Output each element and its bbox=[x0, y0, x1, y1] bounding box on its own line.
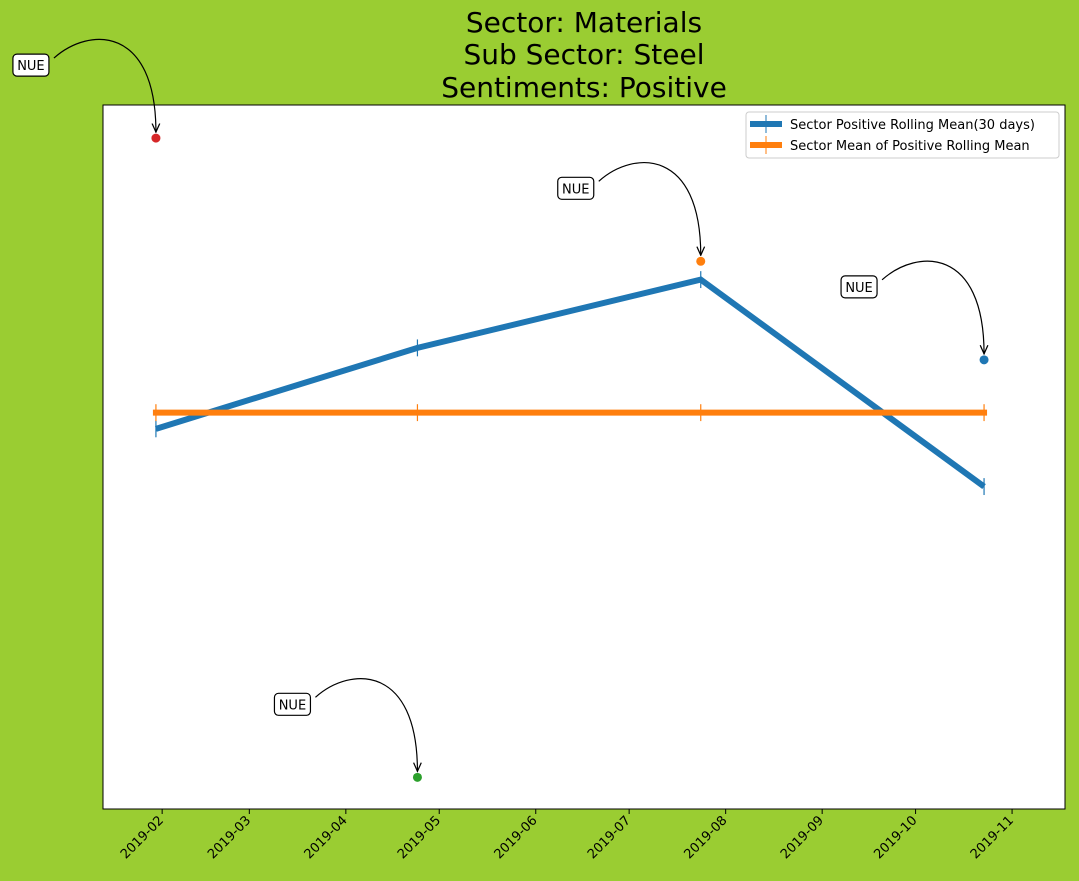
plot-area bbox=[102, 104, 1066, 810]
x-axis: 2019-02 2019-03 2019-04 2019-05 2019-06 2019-… bbox=[118, 809, 1017, 862]
annotation-box bbox=[840, 275, 878, 299]
annotated-point bbox=[696, 256, 706, 266]
chart-title: Sector: Materials Sub Sector: Steel Sent… bbox=[441, 6, 727, 104]
annotated-point bbox=[979, 355, 989, 365]
annotation-label: NUE bbox=[562, 182, 589, 197]
legend-label-series-0: Sector Positive Rolling Mean(30 days) bbox=[790, 118, 1035, 133]
legend: Sector Positive Rolling Mean(30 days) Se… bbox=[745, 111, 1060, 159]
annotation-label: NUE bbox=[17, 59, 44, 74]
legend-box bbox=[745, 111, 1060, 159]
annotated-point bbox=[151, 133, 161, 143]
annotation-box bbox=[12, 53, 50, 77]
annotation-arrow bbox=[598, 162, 701, 256]
x-tick-label: 2019-08 bbox=[681, 813, 730, 862]
annotation-arrow bbox=[53, 38, 156, 132]
x-tick-label: 2019-10 bbox=[871, 813, 920, 862]
x-tick-label: 2019-11 bbox=[968, 813, 1017, 862]
title-line-3: Sentiments: Positive bbox=[441, 71, 727, 104]
legend-label-series-1: Sector Mean of Positive Rolling Mean bbox=[790, 139, 1030, 154]
annotation-box bbox=[273, 692, 312, 716]
annotation-layer: NUE NUE NUE NUE bbox=[12, 38, 989, 782]
annotation-arrow bbox=[315, 678, 417, 772]
series-layer bbox=[152, 271, 988, 496]
title-line-1: Sector: Materials bbox=[466, 6, 702, 39]
x-tick-label: 2019-06 bbox=[492, 813, 541, 862]
annotated-point bbox=[412, 772, 422, 782]
annotation-box bbox=[557, 176, 595, 200]
annotation-label: NUE bbox=[845, 281, 872, 296]
series-line-0 bbox=[155, 276, 986, 489]
title-line-2: Sub Sector: Steel bbox=[463, 38, 704, 71]
x-tick-label: 2019-05 bbox=[395, 813, 444, 862]
x-tick-label: 2019-03 bbox=[205, 813, 254, 862]
annotation-label: NUE bbox=[279, 698, 306, 713]
annotation-arrow bbox=[881, 260, 984, 354]
x-tick-label: 2019-07 bbox=[585, 813, 634, 862]
x-tick-label: 2019-04 bbox=[302, 813, 351, 862]
x-tick-label: 2019-02 bbox=[118, 813, 167, 862]
x-tick-label: 2019-09 bbox=[778, 813, 827, 862]
